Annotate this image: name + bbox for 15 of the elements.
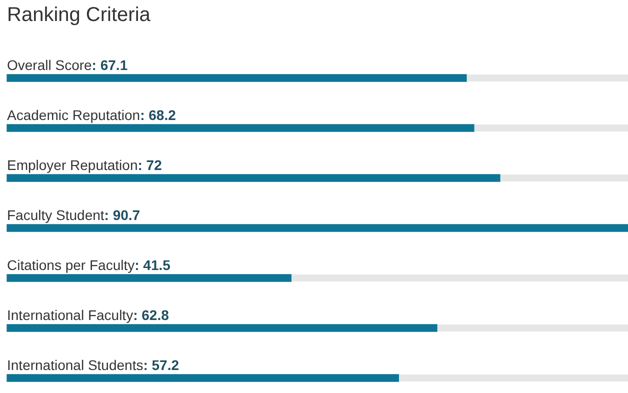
y-tick-label: International Students <box>7 357 144 373</box>
data-label: : 62.8 <box>133 307 170 323</box>
y-tick-label: International Faculty <box>7 307 134 323</box>
data-label: : 90.7 <box>104 207 140 223</box>
data-label: : 68.2 <box>140 107 176 123</box>
data-label: : 57.2 <box>143 357 180 373</box>
y-tick-label: Faculty Student <box>7 207 104 223</box>
y-tick-label: Academic Reputation <box>7 107 140 123</box>
y-tick-label: Employer Reputation <box>7 157 138 173</box>
y-tick-label: Citations per Faculty <box>7 257 135 273</box>
data-label: : 41.5 <box>134 257 171 273</box>
data-label: : 72 <box>138 157 162 173</box>
y-tick-label: Overall Score <box>7 57 92 73</box>
data-label: : 67.1 <box>92 57 128 73</box>
chart-title: Ranking Criteria <box>7 4 150 27</box>
